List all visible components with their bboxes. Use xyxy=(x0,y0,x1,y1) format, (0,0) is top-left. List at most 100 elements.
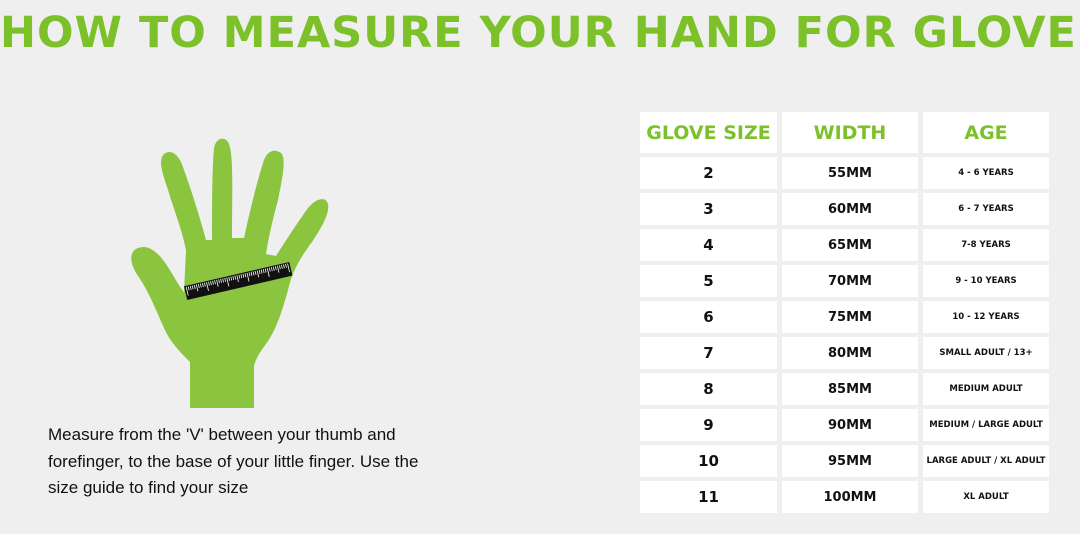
ruler-tick xyxy=(195,284,199,292)
ruler-tick xyxy=(230,276,233,281)
ruler-tick xyxy=(260,269,263,274)
cell-age: SMALL ADULT / 13+ xyxy=(923,337,1049,369)
ruler-tick xyxy=(274,266,277,271)
ruler-tick xyxy=(204,282,206,287)
table-row: 10 95MM LARGE ADULT / XL ADULT xyxy=(640,445,1049,477)
ruler-tick xyxy=(228,276,231,281)
cell-age: 10 - 12 YEARS xyxy=(923,301,1049,333)
ruler-icon xyxy=(184,262,293,300)
ruler-tick xyxy=(248,272,251,277)
ruler-tick xyxy=(238,274,241,279)
ruler-tick xyxy=(240,274,243,279)
cell-glove-size: 2 xyxy=(640,157,777,189)
cell-width: 75MM xyxy=(782,301,918,333)
ruler-tick xyxy=(285,263,287,268)
ruler-tick xyxy=(210,281,212,286)
ruler-tick xyxy=(212,280,214,285)
cell-glove-size: 5 xyxy=(640,265,777,297)
table-row: 5 70MM 9 - 10 YEARS xyxy=(640,265,1049,297)
table-row: 2 55MM 4 - 6 YEARS xyxy=(640,157,1049,189)
cell-width: 65MM xyxy=(782,229,918,261)
ruler-tick xyxy=(242,273,245,278)
ruler-tick xyxy=(191,285,194,290)
ruler-tick xyxy=(250,271,253,276)
ruler-tick xyxy=(200,283,202,288)
cell-age: XL ADULT xyxy=(923,481,1049,513)
ruler-tick xyxy=(279,265,281,270)
ruler-tick xyxy=(236,275,239,283)
cell-age: 9 - 10 YEARS xyxy=(923,265,1049,297)
cell-glove-size: 8 xyxy=(640,373,777,405)
table-row: 8 85MM MEDIUM ADULT xyxy=(640,373,1049,405)
cell-glove-size: 4 xyxy=(640,229,777,261)
cell-width: 70MM xyxy=(782,265,918,297)
cell-width: 100MM xyxy=(782,481,918,513)
cell-age: 7-8 YEARS xyxy=(923,229,1049,261)
ruler-tick xyxy=(287,263,290,273)
measurement-instructions: Measure from the 'V' between your thumb … xyxy=(48,425,419,497)
ruler-tick xyxy=(244,273,247,278)
cell-glove-size: 9 xyxy=(640,409,777,441)
cell-width: 85MM xyxy=(782,373,918,405)
ruler-tick xyxy=(277,265,280,273)
table-header-row: GLOVE SIZE WIDTH AGE xyxy=(640,112,1049,153)
ruler-tick xyxy=(197,283,200,289)
ruler-tick xyxy=(189,285,192,290)
ruler-tick xyxy=(258,269,261,274)
ruler-tick xyxy=(246,272,250,282)
cell-age: LARGE ADULT / XL ADULT xyxy=(923,445,1049,477)
cell-age: 6 - 7 YEARS xyxy=(923,193,1049,225)
cell-glove-size: 6 xyxy=(640,301,777,333)
hand-with-ruler-illustration xyxy=(131,138,329,408)
ruler-tick xyxy=(193,284,196,289)
cell-glove-size: 3 xyxy=(640,193,777,225)
ruler-tick xyxy=(187,286,190,291)
table-row: 6 75MM 10 - 12 YEARS xyxy=(640,301,1049,333)
ruler-tick xyxy=(234,275,237,280)
ruler-tick xyxy=(206,282,209,292)
ruler-tick xyxy=(270,267,273,272)
cell-width: 55MM xyxy=(782,157,918,189)
table-row: 3 60MM 6 - 7 YEARS xyxy=(640,193,1049,225)
header-glove-size: GLOVE SIZE xyxy=(640,112,777,153)
cell-age: MEDIUM / LARGE ADULT xyxy=(923,409,1049,441)
ruler-tick xyxy=(222,278,224,283)
cell-width: 90MM xyxy=(782,409,918,441)
cell-age: 4 - 6 YEARS xyxy=(923,157,1049,189)
page-title: HOW TO MEASURE YOUR HAND FOR GLOVES xyxy=(0,8,1080,58)
ruler-tick xyxy=(252,271,255,276)
cell-glove-size: 10 xyxy=(640,445,777,477)
ruler-tick xyxy=(226,277,230,287)
header-width: WIDTH xyxy=(782,112,918,153)
table-row: 7 80MM SMALL ADULT / 13+ xyxy=(640,337,1049,369)
ruler-tick xyxy=(208,281,210,286)
table-row: 9 90MM MEDIUM / LARGE ADULT xyxy=(640,409,1049,441)
ruler-tick xyxy=(272,266,275,271)
ruler-tick xyxy=(218,279,220,284)
ruler-tick xyxy=(268,267,271,272)
glove-size-table: GLOVE SIZE WIDTH AGE 2 55MM 4 - 6 YEARS 3 60… xyxy=(640,112,1049,517)
ruler-tick xyxy=(202,282,204,288)
ruler-tick xyxy=(216,279,219,287)
ruler-tick xyxy=(281,264,283,269)
ruler-tick xyxy=(224,277,227,282)
ruler-tick xyxy=(214,280,216,285)
table-row: 11 100MM XL ADULT xyxy=(640,481,1049,513)
ruler-tick xyxy=(256,270,260,278)
ruler-tick xyxy=(220,278,222,283)
ruler-tick xyxy=(254,270,257,275)
cell-width: 80MM xyxy=(782,337,918,369)
table-row: 4 65MM 7-8 YEARS xyxy=(640,229,1049,261)
cell-glove-size: 7 xyxy=(640,337,777,369)
ruler-tick xyxy=(262,268,265,274)
cell-age: MEDIUM ADULT xyxy=(923,373,1049,405)
ruler-tick xyxy=(264,268,267,273)
cell-width: 95MM xyxy=(782,445,918,477)
ruler-tick xyxy=(266,268,270,277)
hand-icon xyxy=(131,138,329,408)
cell-width: 60MM xyxy=(782,193,918,225)
header-age: AGE xyxy=(923,112,1049,153)
ruler-tick xyxy=(185,286,189,296)
cell-glove-size: 11 xyxy=(640,481,777,513)
ruler-tick xyxy=(283,264,285,269)
